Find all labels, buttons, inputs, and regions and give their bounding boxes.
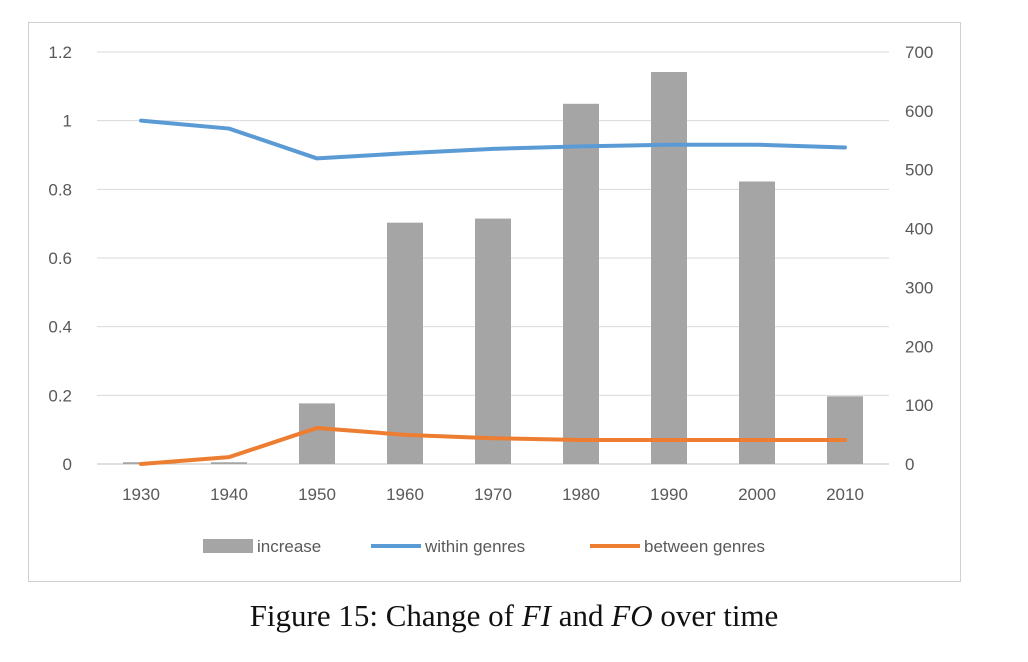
x-tick-label: 1960 xyxy=(386,485,424,504)
x-tick-label: 1950 xyxy=(298,485,336,504)
bar-increase xyxy=(739,181,775,464)
x-tick-label: 2010 xyxy=(826,485,864,504)
y-left-tick-label: 0 xyxy=(63,455,72,474)
y-right-tick-label: 100 xyxy=(905,396,933,415)
caption-term-fo: FO xyxy=(611,598,653,633)
figure-caption: Figure 15: Change of FI and FO over time xyxy=(0,598,1028,634)
line-between-genres xyxy=(139,425,847,466)
x-tick-label: 2000 xyxy=(738,485,776,504)
caption-prefix: Figure 15: Change of xyxy=(249,598,522,633)
legend-swatch-increase xyxy=(203,539,253,553)
x-tick-label: 1990 xyxy=(650,485,688,504)
bar-increase xyxy=(211,462,247,464)
combo-chart: 0 0.2 0.4 0.6 0.8 1 1.2 0 100 200 300 400 500 600 700 1… xyxy=(48,43,933,556)
line-within-genres xyxy=(139,118,847,161)
y-left-tick-label: 0.2 xyxy=(48,386,72,405)
x-tick-label: 1980 xyxy=(562,485,600,504)
y-right-tick-label: 200 xyxy=(905,337,933,356)
legend-label-between-genres: between genres xyxy=(644,537,765,556)
caption-middle: and xyxy=(551,598,612,633)
x-tick-label: 1940 xyxy=(210,485,248,504)
y-left-tick-label: 0.6 xyxy=(48,249,72,268)
y-right-tick-label: 300 xyxy=(905,278,933,297)
legend-label-within-genres: within genres xyxy=(424,537,525,556)
caption-term-fi: FI xyxy=(521,598,552,633)
legend-label-increase: increase xyxy=(257,537,321,556)
y-left-tick-label: 1 xyxy=(63,112,72,131)
bar-increase xyxy=(651,72,687,465)
bar-increase xyxy=(563,103,599,465)
x-tick-label: 1970 xyxy=(474,485,512,504)
y-left-tick-label: 0.8 xyxy=(48,180,72,199)
y-right-tick-label: 0 xyxy=(905,455,914,474)
y-right-tick-label: 600 xyxy=(905,102,933,121)
y-left-tick-label: 1.2 xyxy=(48,43,72,62)
y-right-tick-label: 400 xyxy=(905,220,933,239)
bar-increase xyxy=(475,218,511,464)
caption-suffix: over time xyxy=(652,598,779,633)
bar-increase xyxy=(827,396,863,464)
x-tick-label: 1930 xyxy=(122,485,160,504)
y-left-tick-label: 0.4 xyxy=(48,318,72,337)
bar-increase xyxy=(387,222,423,464)
y-right-tick-label: 500 xyxy=(905,161,933,180)
y-right-tick-label: 700 xyxy=(905,43,933,62)
